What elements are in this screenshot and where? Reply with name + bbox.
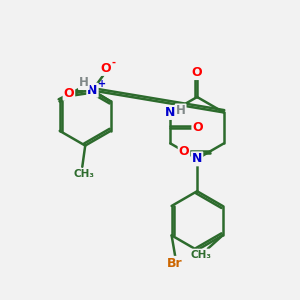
Text: H: H [176, 104, 186, 118]
Text: O: O [192, 122, 203, 134]
Text: O: O [64, 87, 74, 100]
Text: -: - [112, 58, 116, 68]
Text: O: O [100, 62, 111, 75]
Text: O: O [179, 145, 189, 158]
Text: N: N [165, 106, 175, 119]
Text: N: N [192, 152, 202, 165]
Text: N: N [87, 84, 98, 97]
Text: Br: Br [167, 257, 182, 270]
Text: +: + [98, 79, 106, 89]
Text: H: H [79, 76, 89, 89]
Text: CH₃: CH₃ [190, 250, 211, 260]
Text: CH₃: CH₃ [73, 169, 94, 179]
Text: O: O [192, 66, 203, 79]
